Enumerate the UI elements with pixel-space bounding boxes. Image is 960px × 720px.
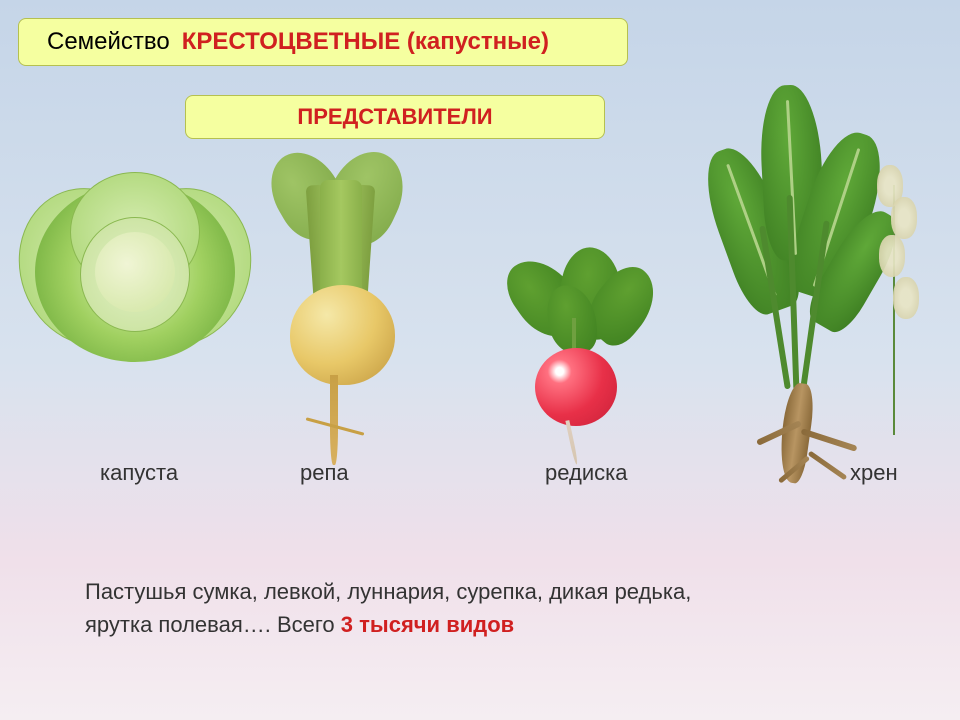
plants-area <box>0 150 960 480</box>
subtitle-box: ПРЕДСТАВИТЕЛИ <box>185 95 605 139</box>
turnip-illustration <box>275 180 425 480</box>
title-box: Семейство КРЕСТОЦВЕТНЫЕ (капустные) <box>18 18 628 66</box>
cabbage-illustration <box>35 182 235 382</box>
horseradish-illustration <box>720 95 940 495</box>
label-horseradish: хрен <box>850 460 898 486</box>
bottom-line2-highlight: 3 тысячи видов <box>341 612 514 637</box>
subtitle-text: ПРЕДСТАВИТЕЛИ <box>297 104 492 130</box>
title-prefix: Семейство <box>47 28 170 56</box>
label-cabbage: капуста <box>100 460 178 486</box>
label-radish: редиска <box>545 460 627 486</box>
bottom-text: Пастушья сумка, левкой, луннария, сурепк… <box>85 575 885 641</box>
title-main: КРЕСТОЦВЕТНЫЕ (капустные) <box>182 28 549 56</box>
radish-illustration <box>500 240 680 480</box>
bottom-line2-prefix: ярутка полевая…. Всего <box>85 612 341 637</box>
bottom-line1: Пастушья сумка, левкой, луннария, сурепк… <box>85 579 691 604</box>
label-turnip: репа <box>300 460 349 486</box>
